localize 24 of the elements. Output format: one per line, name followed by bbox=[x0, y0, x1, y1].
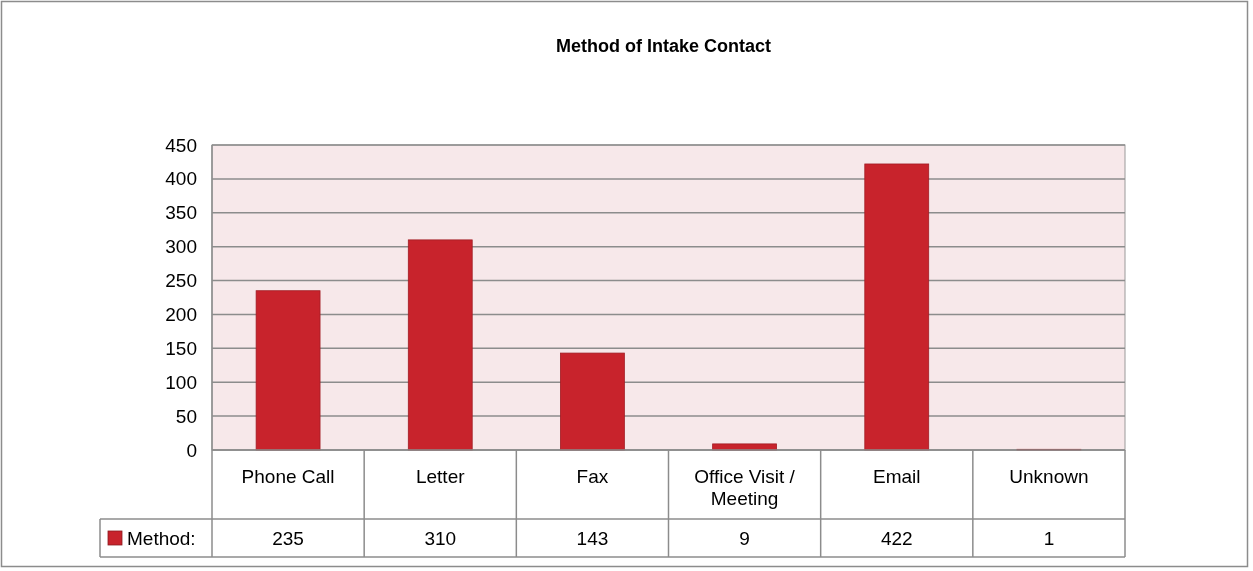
data-label: 235 bbox=[272, 527, 304, 549]
y-tick-label: 150 bbox=[165, 337, 197, 359]
legend-label: Method: bbox=[127, 527, 196, 549]
x-tick-label: Phone Call bbox=[241, 465, 335, 487]
x-tick-label: Unknown bbox=[1009, 465, 1089, 487]
y-tick-label: 450 bbox=[165, 134, 197, 156]
data-label: 9 bbox=[739, 527, 750, 549]
y-tick-label: 350 bbox=[165, 202, 197, 224]
y-tick-label: 0 bbox=[186, 439, 197, 461]
y-tick-label: 400 bbox=[165, 168, 197, 190]
data-label: 143 bbox=[576, 527, 609, 549]
y-tick-label: 200 bbox=[165, 303, 197, 325]
x-tick-label: Office Visit / Meeting bbox=[694, 465, 796, 509]
x-tick-label: Fax bbox=[576, 465, 609, 487]
x-tick-label: Letter bbox=[415, 465, 466, 487]
x-tick-label: Email bbox=[872, 465, 921, 487]
data-label: 1 bbox=[1043, 527, 1055, 549]
y-tick-label: 250 bbox=[165, 270, 197, 292]
y-tick-label: 50 bbox=[175, 405, 197, 427]
y-tick-label: 300 bbox=[165, 236, 197, 258]
data-label: 310 bbox=[424, 527, 457, 549]
data-label: 422 bbox=[880, 527, 913, 549]
chart-title: Method of Intake Contact bbox=[556, 36, 771, 56]
y-tick-label: 100 bbox=[165, 371, 197, 393]
